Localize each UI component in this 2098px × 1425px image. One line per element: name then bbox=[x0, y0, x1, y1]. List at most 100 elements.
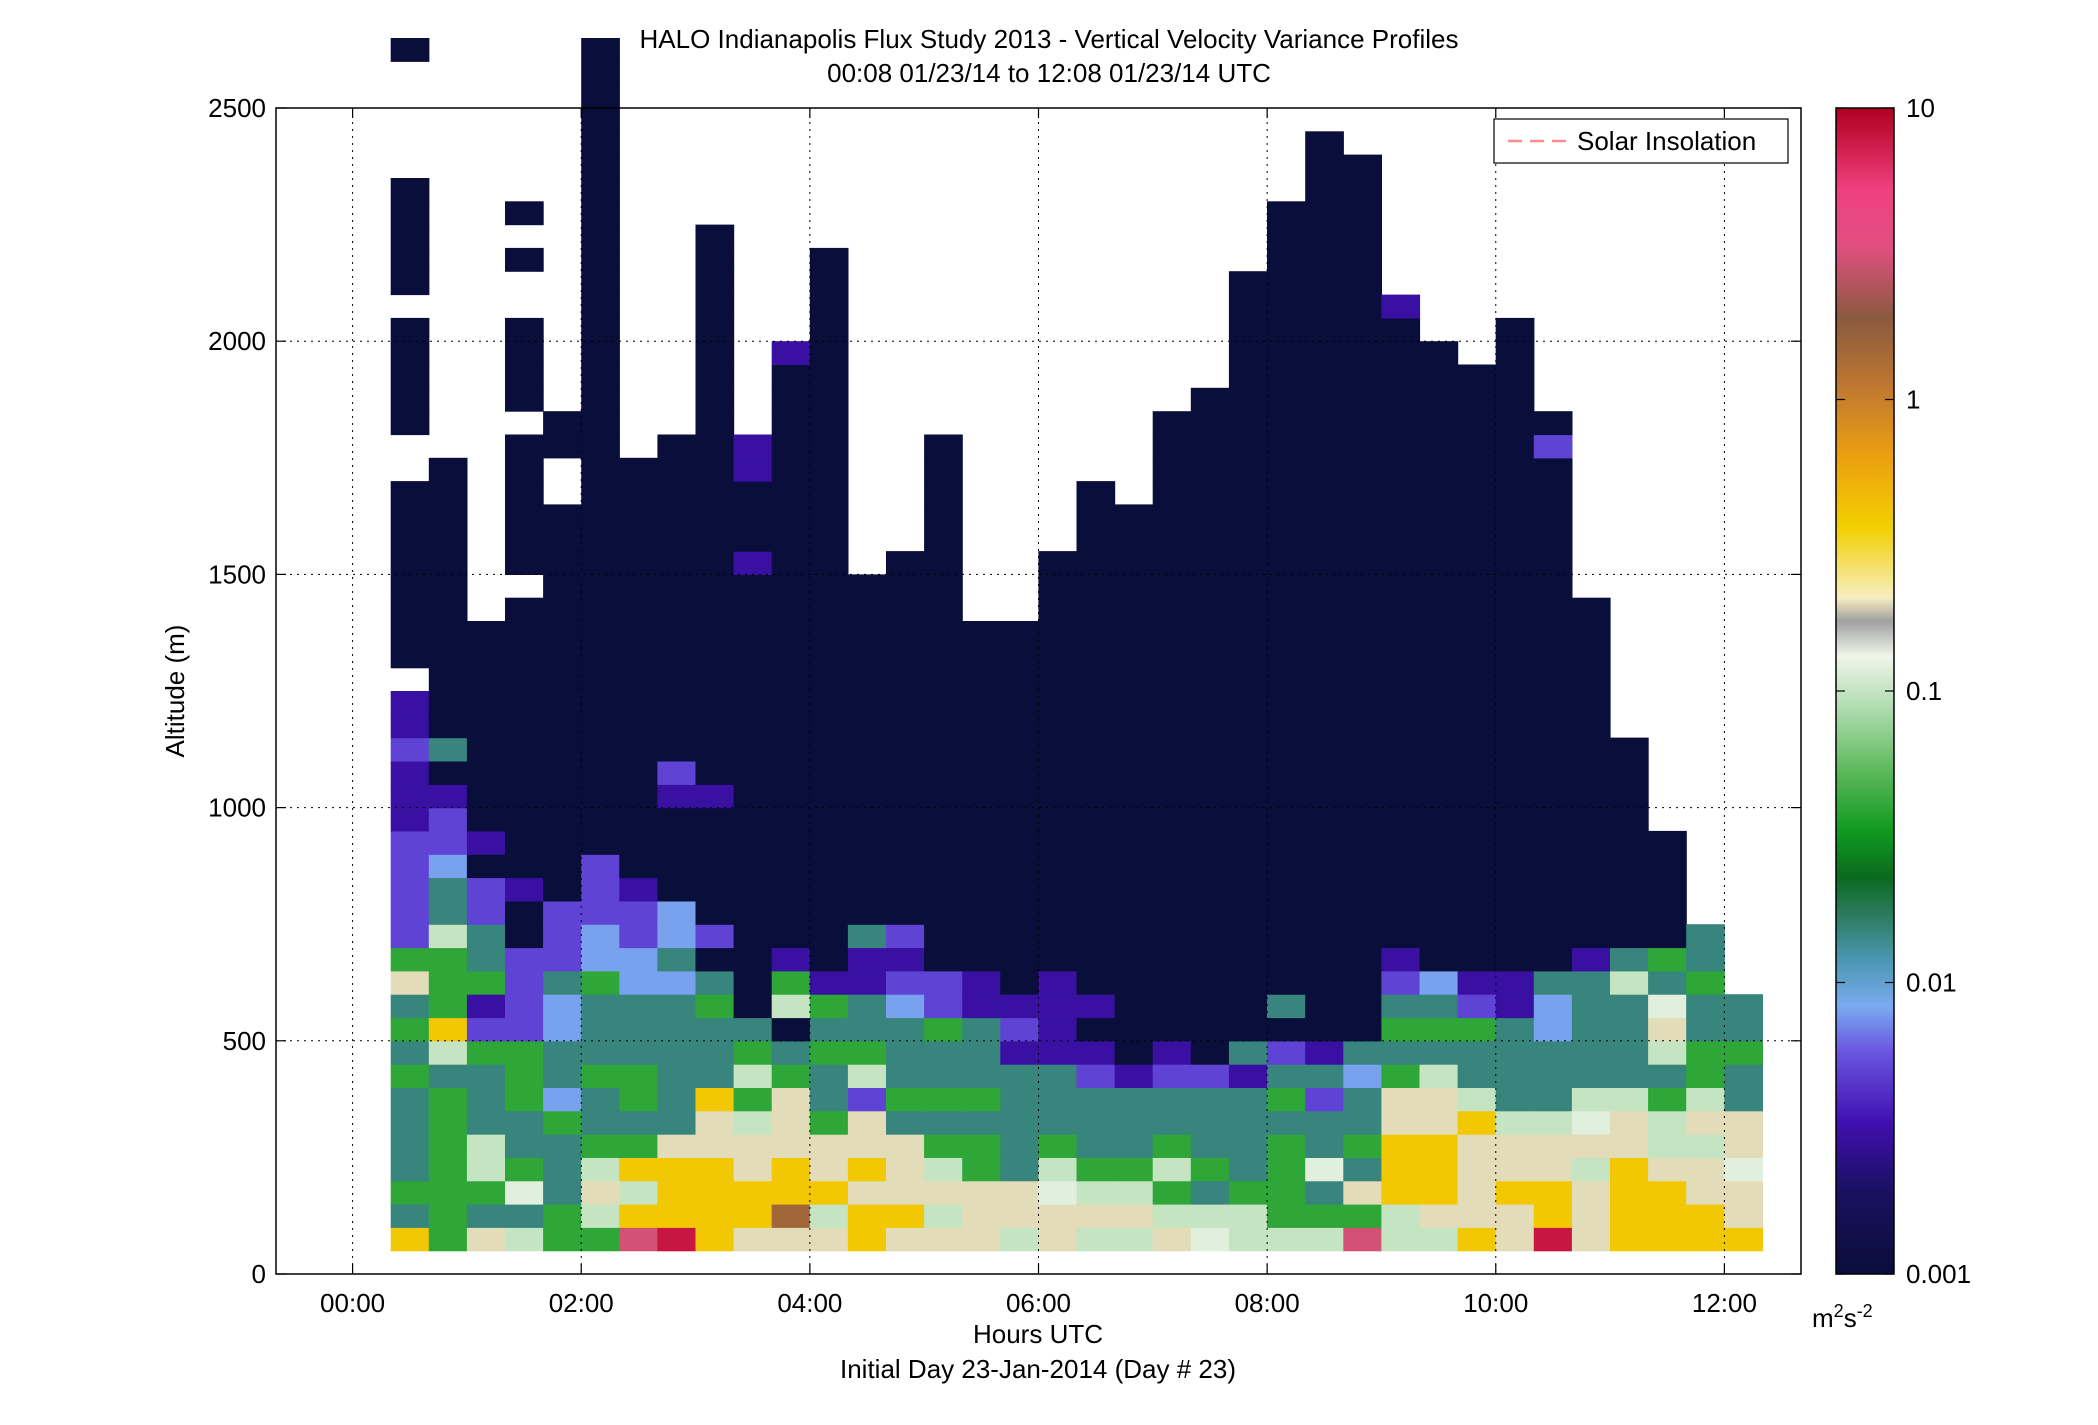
heatmap-cell bbox=[695, 597, 735, 622]
heatmap-cell bbox=[428, 994, 468, 1019]
heatmap-cell bbox=[1152, 970, 1192, 995]
heatmap-cell bbox=[505, 994, 544, 1019]
heatmap-cell bbox=[924, 714, 963, 739]
heatmap-cell bbox=[886, 1227, 925, 1252]
heatmap-cell bbox=[1038, 900, 1078, 925]
heatmap-cell bbox=[1381, 1017, 1421, 1042]
colorbar-tick-label: 0.01 bbox=[1906, 968, 1957, 998]
heatmap-cell bbox=[1495, 574, 1535, 599]
heatmap-cell bbox=[1305, 784, 1344, 809]
heatmap-cell bbox=[886, 1180, 925, 1205]
heatmap-cell bbox=[847, 1064, 887, 1088]
heatmap-cell bbox=[1610, 1087, 1649, 1112]
heatmap-cell bbox=[1267, 854, 1306, 879]
grid-lines bbox=[276, 107, 1801, 1275]
heatmap-cell bbox=[1571, 714, 1611, 739]
heatmap-cell bbox=[543, 1110, 582, 1135]
heatmap-cell bbox=[1190, 994, 1230, 1019]
heatmap-cell bbox=[581, 457, 620, 482]
heatmap-cell bbox=[1571, 1040, 1611, 1065]
heatmap-cell bbox=[1419, 970, 1459, 995]
heatmap-cell bbox=[1267, 691, 1306, 715]
heatmap-cell bbox=[1228, 667, 1268, 692]
heatmap-cell bbox=[505, 1110, 544, 1135]
heatmap-cell bbox=[771, 411, 811, 436]
heatmap-cell bbox=[1305, 970, 1344, 995]
heatmap-cell bbox=[1228, 1204, 1268, 1228]
heatmap-cell bbox=[1533, 644, 1573, 669]
heatmap-cell bbox=[1152, 411, 1192, 436]
heatmap-cell bbox=[543, 924, 582, 949]
heatmap-cell bbox=[1267, 1087, 1306, 1112]
heatmap-cell bbox=[733, 1227, 773, 1252]
x-axis-label: Hours UTC bbox=[973, 1319, 1103, 1349]
heatmap-cell bbox=[1152, 1064, 1192, 1088]
heatmap-cell bbox=[1381, 481, 1421, 505]
heatmap-cell bbox=[1190, 691, 1230, 715]
heatmap-cell bbox=[619, 527, 658, 552]
heatmap-cell bbox=[1000, 644, 1039, 669]
heatmap-cell bbox=[390, 900, 430, 925]
heatmap-cell bbox=[1457, 900, 1497, 925]
heatmap-cell bbox=[1076, 527, 1116, 552]
heatmap-cell bbox=[1648, 1017, 1687, 1042]
heatmap-cell bbox=[1533, 761, 1573, 785]
heatmap-cell bbox=[466, 1134, 506, 1158]
heatmap-cell bbox=[657, 621, 697, 645]
heatmap-cell bbox=[1305, 434, 1344, 459]
heatmap-cell bbox=[809, 294, 849, 319]
heatmap-cell bbox=[1648, 924, 1687, 949]
heatmap-cell bbox=[581, 481, 620, 505]
heatmap-cell bbox=[619, 574, 658, 599]
heatmap-cell bbox=[733, 481, 773, 505]
heatmap-cell bbox=[543, 504, 582, 529]
heatmap-cell bbox=[505, 434, 544, 459]
heatmap-cell bbox=[1495, 807, 1535, 832]
heatmap-cell bbox=[1152, 1017, 1192, 1042]
heatmap-cell bbox=[1686, 1017, 1725, 1042]
heatmap-cell bbox=[1457, 411, 1497, 436]
heatmap-cell bbox=[1305, 761, 1344, 785]
heatmap-cell bbox=[1114, 1064, 1154, 1088]
heatmap-cell bbox=[543, 411, 582, 436]
heatmap-cell bbox=[886, 1064, 925, 1088]
heatmap-cell bbox=[1381, 574, 1421, 599]
heatmap-cell bbox=[657, 761, 697, 785]
heatmap-cell bbox=[1076, 667, 1116, 692]
heatmap-cell bbox=[847, 621, 887, 645]
heatmap-cell bbox=[390, 1064, 430, 1088]
heatmap-cell bbox=[428, 1134, 468, 1158]
heatmap-cell bbox=[695, 1110, 735, 1135]
heatmap-cell bbox=[1495, 1227, 1535, 1252]
heatmap-cell bbox=[657, 551, 697, 575]
heatmap-cell bbox=[390, 201, 430, 226]
heatmap-cell bbox=[657, 1227, 697, 1252]
heatmap-cell bbox=[1419, 784, 1459, 809]
heatmap-cell bbox=[771, 970, 811, 995]
heatmap-cell bbox=[1228, 271, 1268, 296]
heatmap-cell bbox=[505, 201, 544, 226]
x-tick-label: 12:00 bbox=[1692, 1288, 1757, 1318]
heatmap-cell bbox=[924, 551, 963, 575]
heatmap-cell bbox=[1343, 1180, 1382, 1205]
heatmap-cell bbox=[543, 527, 582, 552]
heatmap-cell bbox=[466, 1157, 506, 1182]
heatmap-cell bbox=[924, 481, 963, 505]
heatmap-cell bbox=[505, 924, 544, 949]
heatmap-cell bbox=[809, 900, 849, 925]
heatmap-cell bbox=[1533, 714, 1573, 739]
heatmap-cell bbox=[1571, 621, 1611, 645]
heatmap-cell bbox=[1533, 830, 1573, 855]
heatmap-cell bbox=[1381, 830, 1421, 855]
heatmap-cell bbox=[924, 830, 963, 855]
heatmap-cell bbox=[847, 784, 887, 809]
heatmap-cell bbox=[1305, 1157, 1344, 1182]
heatmap-cell bbox=[505, 1157, 544, 1182]
heatmap-cell bbox=[466, 1064, 506, 1088]
heatmap-cell bbox=[924, 1227, 963, 1252]
heatmap-cell bbox=[1076, 714, 1116, 739]
heatmap-cell bbox=[962, 1180, 1001, 1205]
heatmap-cell bbox=[390, 1204, 430, 1228]
heatmap-cell bbox=[466, 1017, 506, 1042]
heatmap-cell bbox=[1305, 1017, 1344, 1042]
